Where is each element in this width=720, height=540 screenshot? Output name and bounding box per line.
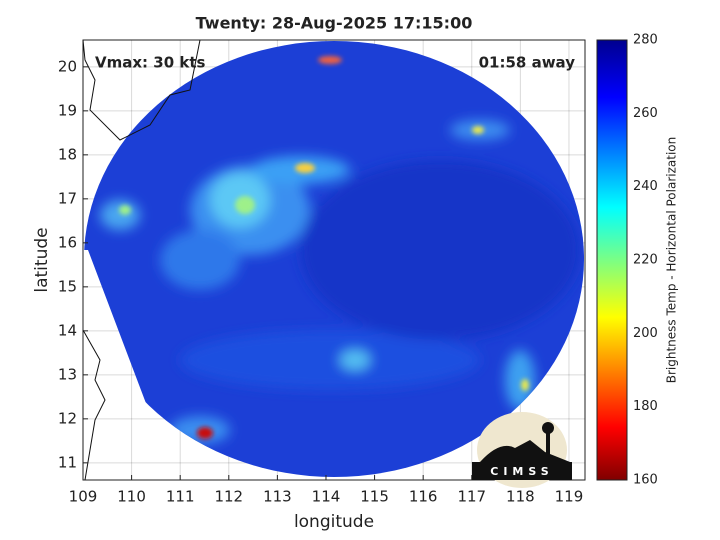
logo: CIMSS (472, 412, 572, 488)
x-tick-label: 111 (166, 488, 195, 506)
x-tick-label: 116 (409, 488, 438, 506)
satellite-image (84, 41, 584, 477)
x-tick-label: 115 (360, 488, 389, 506)
coastline (82, 39, 201, 481)
x-tick-label: 110 (117, 488, 146, 506)
y-tick-label: 18 (58, 145, 77, 163)
logo-text: CIMSS (490, 465, 553, 478)
chart-title: Twenty: 28-Aug-2025 17:15:00 (196, 14, 473, 33)
x-tick-label: 114 (312, 488, 341, 506)
y-tick-label: 19 (58, 101, 77, 119)
y-tick-label: 13 (58, 365, 77, 383)
x-tick-label: 117 (457, 488, 486, 506)
y-axis-label: latitude (32, 227, 52, 292)
time-annotation: 01:58 away (479, 54, 576, 72)
x-axis-label: longitude (294, 512, 374, 532)
x-tick-label: 118 (506, 488, 535, 506)
colorbar-tick-label: 200 (633, 326, 658, 341)
y-tick-label: 20 (58, 57, 77, 75)
y-tick-label: 16 (58, 233, 77, 251)
colorbar-tick-label: 240 (633, 179, 658, 194)
colorbar-tick-label: 160 (633, 473, 658, 488)
y-tick-label: 12 (58, 409, 77, 427)
x-tick-label: 112 (214, 488, 243, 506)
vmax-annotation: Vmax: 30 kts (95, 54, 205, 72)
x-tick-label: 109 (69, 488, 98, 506)
y-tick-label: 17 (58, 189, 77, 207)
colorbar-tick-label: 180 (633, 399, 658, 414)
y-tick-label: 14 (58, 321, 77, 339)
colorbar-tick-label: 260 (633, 106, 658, 121)
y-tick-label: 11 (58, 453, 77, 471)
x-tick-label: 119 (555, 488, 584, 506)
y-tick-label: 15 (58, 277, 77, 295)
colorbar (596, 39, 628, 481)
colorbar-tick-label: 280 (633, 33, 658, 48)
x-tick-label: 113 (263, 488, 292, 506)
colorbar-label: Brightness Temp - Horizontal Polarizatio… (665, 137, 679, 384)
colorbar-tick-label: 220 (633, 253, 658, 268)
